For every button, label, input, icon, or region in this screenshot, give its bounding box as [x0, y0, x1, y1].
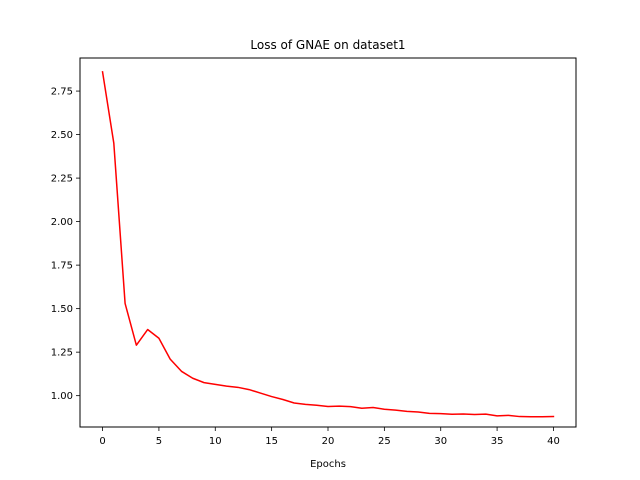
- y-tick-label: 2.25: [51, 174, 73, 185]
- y-tick-label: 1.50: [51, 304, 73, 315]
- y-tick-label: 1.75: [51, 261, 73, 272]
- x-tick-label: 40: [547, 436, 560, 447]
- x-tick-label: 0: [99, 436, 105, 447]
- x-tick-label: 10: [209, 436, 222, 447]
- plot-area: [101, 71, 555, 418]
- x-axis-label: Epochs: [310, 459, 346, 470]
- x-tick-label: 15: [265, 436, 278, 447]
- x-tick-label: 25: [378, 436, 391, 447]
- x-tick-label: 30: [434, 436, 447, 447]
- x-tick-label: 35: [491, 436, 504, 447]
- y-tick-label: 2.50: [51, 130, 73, 141]
- y-tick-label: 2.75: [51, 87, 73, 98]
- y-tick-label: 1.00: [51, 391, 73, 402]
- series-line-0: [101, 71, 555, 418]
- y-tick-label: 1.25: [51, 348, 73, 359]
- x-tick-label: 20: [322, 436, 335, 447]
- y-tick-label: 2.00: [51, 217, 73, 228]
- chart-title: Loss of GNAE on dataset1: [250, 38, 405, 52]
- x-tick-label: 5: [156, 436, 162, 447]
